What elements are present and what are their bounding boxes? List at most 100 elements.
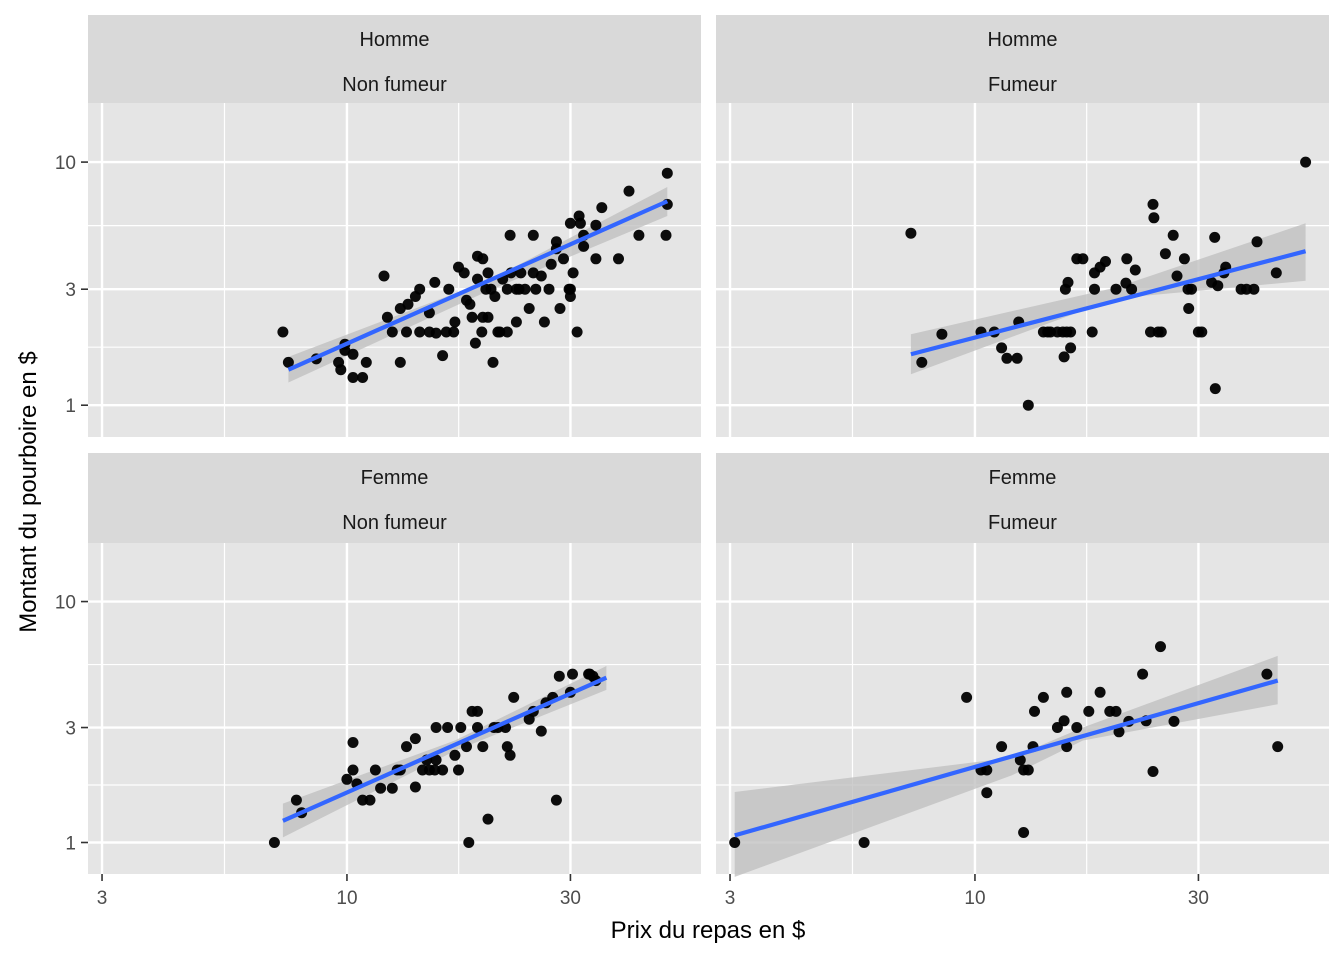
data-point xyxy=(661,167,673,179)
data-point xyxy=(401,741,412,753)
data-point xyxy=(335,364,347,376)
data-point xyxy=(430,722,442,733)
x-axis-right-column: 3 10 30 xyxy=(725,874,1209,909)
data-point xyxy=(1089,283,1100,295)
data-point xyxy=(458,267,470,279)
data-point xyxy=(1251,236,1263,248)
data-point xyxy=(527,229,539,241)
data-point xyxy=(510,316,522,328)
data-point xyxy=(1110,283,1122,295)
facet-panel-femme-non-fumeur: Femme Non fumeur xyxy=(88,453,701,874)
data-point xyxy=(1022,764,1034,776)
data-point xyxy=(613,253,624,265)
facet-strip xyxy=(716,453,1329,543)
data-point xyxy=(347,764,359,776)
facet-panel-femme-fumeur: Femme Fumeur xyxy=(716,453,1329,877)
data-point xyxy=(347,348,359,360)
data-point xyxy=(430,754,442,766)
data-point xyxy=(1209,231,1221,243)
data-point xyxy=(1270,267,1282,279)
data-point xyxy=(590,219,602,231)
data-point xyxy=(449,316,461,328)
data-point xyxy=(905,227,917,239)
data-point xyxy=(519,283,531,295)
data-point xyxy=(535,725,547,737)
data-point xyxy=(550,794,562,806)
data-point xyxy=(1178,253,1190,265)
data-point xyxy=(386,782,398,794)
confidence-ribbon xyxy=(734,655,1278,877)
data-point xyxy=(961,691,973,703)
data-point xyxy=(530,283,542,295)
data-point xyxy=(996,342,1008,354)
data-point xyxy=(381,311,393,323)
data-point xyxy=(1248,283,1260,295)
x-tick-label: 30 xyxy=(1188,888,1209,909)
data-point xyxy=(558,253,569,265)
regression-line xyxy=(910,249,1307,357)
data-point xyxy=(448,326,460,338)
data-point xyxy=(936,328,948,340)
data-point xyxy=(567,668,578,680)
data-point xyxy=(996,741,1008,753)
data-point xyxy=(535,270,547,282)
data-point xyxy=(504,749,516,761)
y-tick-label: 10 xyxy=(55,593,76,614)
data-point xyxy=(378,270,390,282)
data-point xyxy=(443,283,455,295)
data-point xyxy=(442,722,454,733)
data-point xyxy=(564,217,576,229)
data-point xyxy=(277,326,289,338)
facet-strip-smoker-label: Fumeur xyxy=(988,74,1057,96)
data-point xyxy=(1001,352,1013,364)
facet-panel-homme-non-fumeur: Homme Non fumeur xyxy=(88,15,701,437)
data-point xyxy=(633,229,645,241)
data-point xyxy=(477,253,489,265)
facet-panel-homme-fumeur: Homme Fumeur xyxy=(716,15,1329,437)
data-point xyxy=(1083,705,1095,717)
data-point xyxy=(508,691,520,703)
data-point xyxy=(501,283,513,295)
data-point xyxy=(364,794,376,806)
data-point xyxy=(1022,399,1034,411)
x-axis-left-column: 3 10 30 xyxy=(97,874,581,909)
data-point xyxy=(1155,326,1167,338)
y-axis-top-row: 1 3 10 xyxy=(55,153,88,417)
facet-strip-smoker-label: Non fumeur xyxy=(342,512,447,534)
data-point xyxy=(1171,270,1183,282)
data-point xyxy=(464,298,476,310)
data-point xyxy=(1212,280,1224,292)
data-point xyxy=(623,185,635,197)
data-point xyxy=(1061,686,1073,698)
data-point xyxy=(1029,705,1040,717)
regression-line xyxy=(287,199,669,372)
data-point xyxy=(347,737,359,748)
data-point xyxy=(554,303,566,314)
data-point xyxy=(1300,156,1312,168)
data-point xyxy=(482,311,494,323)
regression-line xyxy=(734,678,1279,838)
data-point xyxy=(1147,198,1159,210)
scatter-points xyxy=(277,167,673,383)
data-point xyxy=(1071,722,1083,733)
data-point xyxy=(472,705,483,717)
x-tick-label: 10 xyxy=(964,888,985,909)
data-point xyxy=(578,240,590,252)
y-tick-label: 1 xyxy=(65,396,76,417)
facet-strip-sex-label: Homme xyxy=(987,29,1057,51)
data-point xyxy=(515,267,527,279)
data-point xyxy=(1148,212,1160,224)
data-point xyxy=(437,764,449,776)
data-point xyxy=(596,202,608,214)
data-point xyxy=(916,356,928,368)
data-point xyxy=(553,670,565,682)
data-point xyxy=(1186,283,1197,295)
data-point xyxy=(1168,715,1180,727)
data-point xyxy=(268,837,280,848)
data-point xyxy=(571,326,583,338)
scatter-points xyxy=(268,668,602,848)
data-point xyxy=(409,733,421,745)
data-point xyxy=(357,372,369,383)
x-tick-label: 3 xyxy=(725,888,736,909)
facet-strip-smoker-label: Fumeur xyxy=(988,512,1057,534)
